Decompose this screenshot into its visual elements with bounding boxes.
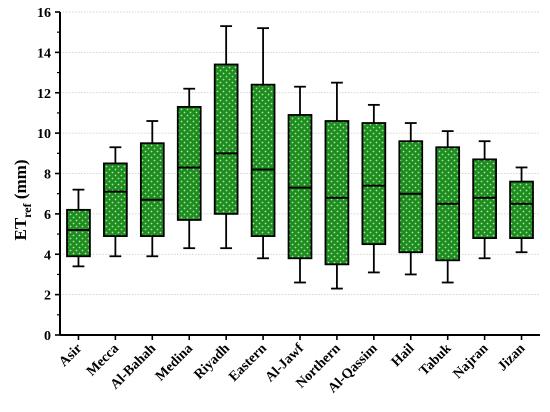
y-axis-title-sub: ref (20, 202, 34, 217)
boxes (66, 25, 534, 290)
box-iqr (250, 83, 276, 237)
y-tick-label: 14 (37, 46, 51, 61)
box-iqr (139, 142, 165, 237)
x-tick-label: Asir (57, 341, 86, 370)
x-tick-label: Riyadh (192, 341, 234, 383)
box-iqr (213, 63, 239, 215)
box-eastern (250, 27, 276, 260)
box-iqr (287, 114, 313, 260)
box-medina (176, 87, 202, 250)
y-tick-label: 4 (44, 248, 51, 263)
y-tick-label: 12 (37, 87, 51, 102)
box-al-bahah (139, 120, 165, 258)
box-al-jawf (287, 85, 313, 284)
x-tick-label: Najran (451, 341, 492, 382)
box-iqr (398, 140, 424, 254)
y-tick-label: 0 (44, 329, 51, 344)
box-iqr (103, 162, 128, 237)
box-iqr (176, 105, 202, 221)
box-iqr (324, 120, 350, 266)
box-hail (398, 122, 424, 276)
x-tick-label: Jizan (495, 341, 528, 374)
box-asir (66, 188, 91, 268)
y-axis-title: ETref (mm) (11, 159, 34, 240)
box-iqr (66, 208, 91, 258)
y-tick-label: 8 (44, 168, 51, 183)
x-tick-label: Medina (153, 341, 196, 384)
y-tick-label: 6 (44, 208, 51, 223)
x-tick-label: Eastern (226, 341, 270, 385)
box-northern (324, 81, 350, 290)
y-tick-label: 2 (44, 289, 51, 304)
x-tick-label: Tabuk (417, 341, 455, 379)
box-riyadh (213, 25, 239, 250)
axes (55, 11, 540, 340)
y-axis-title-main: ET (11, 217, 30, 240)
box-iqr (509, 180, 534, 239)
box-tabuk (435, 130, 461, 284)
box-al-qassim (361, 103, 387, 274)
x-tick-label: Hail (389, 341, 418, 370)
box-jizan (509, 166, 534, 254)
box-iqr (472, 158, 497, 239)
y-tick-label: 16 (37, 6, 51, 21)
box-najran (472, 140, 497, 260)
box-iqr (361, 122, 387, 246)
box-mecca (103, 146, 128, 258)
y-axis-title-unit: (mm) (11, 159, 30, 203)
y-tick-label: 10 (37, 127, 51, 142)
